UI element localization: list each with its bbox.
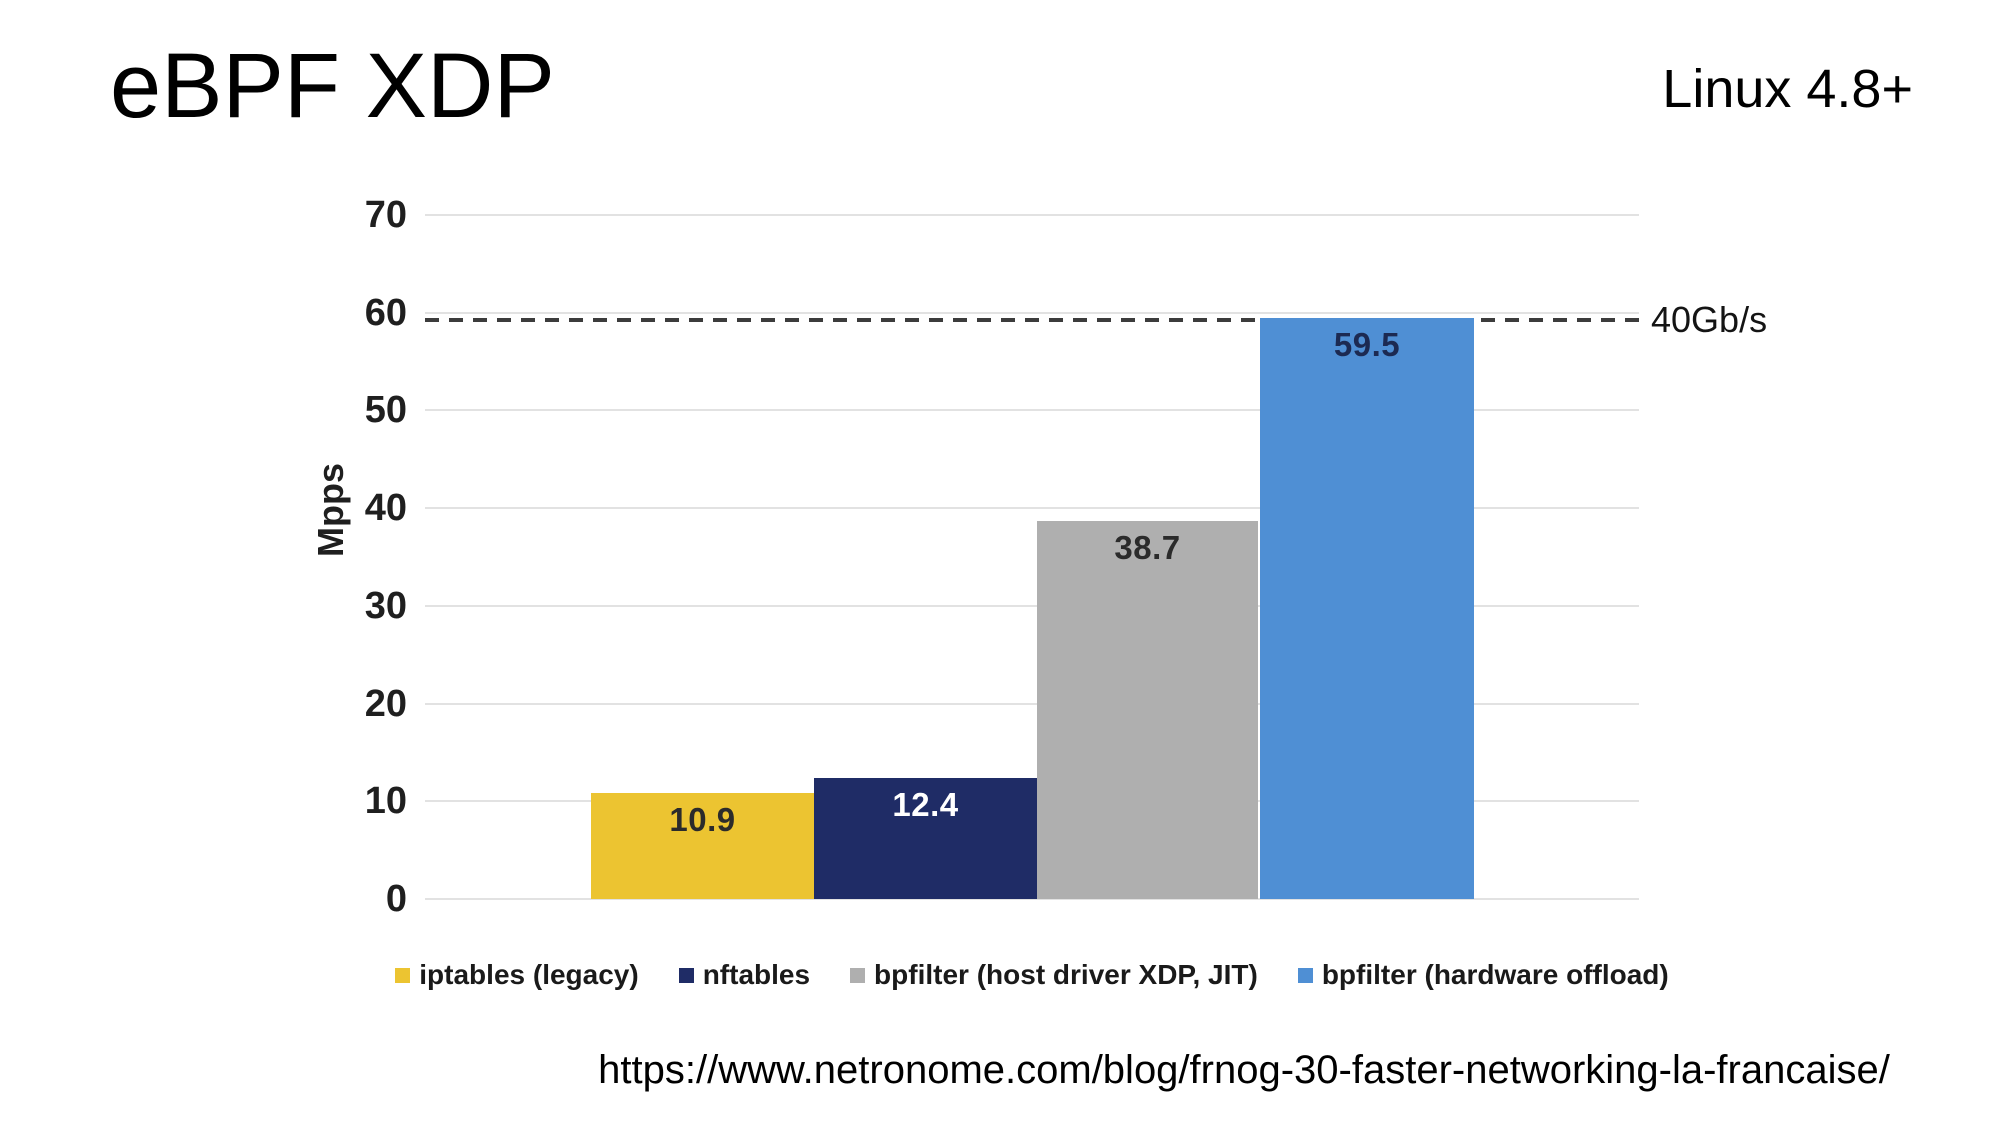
bar-bpfilter-hardware-offload: 59.5 [1260, 317, 1474, 899]
legend-item-bpfilter-hardware-offload: bpfilter (hardware offload) [1297, 959, 1669, 991]
gridline-20 [425, 702, 1639, 705]
legend-label-bpfilter-hardware-offload: bpfilter (hardware offload) [1321, 959, 1669, 990]
legend-swatch-nftables [678, 967, 694, 983]
legend-item-bpfilter-host-driver-xdp-jit: bpfilter (host driver XDP, JIT) [850, 959, 1258, 991]
y-tick-10: 10 [364, 780, 407, 823]
bar-value-bpfilter-hardware-offload: 59.5 [1333, 325, 1401, 363]
legend-label-bpfilter-host-driver-xdp-jit: bpfilter (host driver XDP, JIT) [874, 959, 1258, 990]
bar-value-bpfilter-host-driver-xdp-jit: 38.7 [1114, 528, 1181, 566]
bar-nftables: 12.4 [814, 777, 1037, 899]
bar-iptables-legacy: 10.9 [591, 792, 814, 899]
legend-item-nftables: nftables [678, 959, 811, 991]
legend-label-nftables: nftables [702, 959, 811, 990]
y-tick-0: 0 [385, 878, 407, 920]
legend-label-iptables-legacy: iptables (legacy) [419, 959, 639, 990]
bar-bpfilter-host-driver-xdp-jit: 38.7 [1037, 520, 1258, 899]
gridline-0 [425, 898, 1639, 900]
linux-version-note: Linux 4.8+ [1662, 59, 1913, 119]
legend-swatch-bpfilter-host-driver-xdp-jit [850, 967, 866, 983]
gridline-40 [425, 507, 1639, 510]
reference-line: 40Gb/s [425, 299, 1767, 340]
y-tick-20: 20 [364, 682, 407, 725]
legend-item-iptables-legacy: iptables (legacy) [395, 959, 639, 991]
gridline-50 [425, 409, 1639, 412]
slide-title: eBPF XDP [110, 35, 555, 137]
gridline-70 [425, 214, 1639, 216]
legend-swatch-iptables-legacy [395, 967, 411, 983]
bar-value-nftables: 12.4 [892, 785, 959, 823]
y-tick-50: 50 [364, 389, 407, 432]
reference-line-label: 40Gb/s [1651, 298, 1768, 340]
gridline-30 [425, 604, 1639, 607]
y-tick-60: 60 [364, 291, 407, 334]
y-tick-40: 40 [364, 487, 407, 530]
gridline-60 [425, 311, 1639, 314]
legend-swatch-bpfilter-hardware-offload [1297, 967, 1313, 983]
source-url[interactable]: https://www.netronome.com/blog/frnog-30-… [598, 1048, 1890, 1092]
bar-value-iptables-legacy: 10.9 [669, 800, 736, 838]
chart-legend: iptables (legacy) nftables bpfilter (host … [395, 953, 1669, 997]
y-tick-70: 70 [364, 194, 407, 236]
y-tick-30: 30 [364, 584, 407, 627]
chart-plot-area: 40Gb/s 0 10 20 30 40 50 60 70 10.9 12.4 38.7 59.5 [365, 196, 1767, 918]
